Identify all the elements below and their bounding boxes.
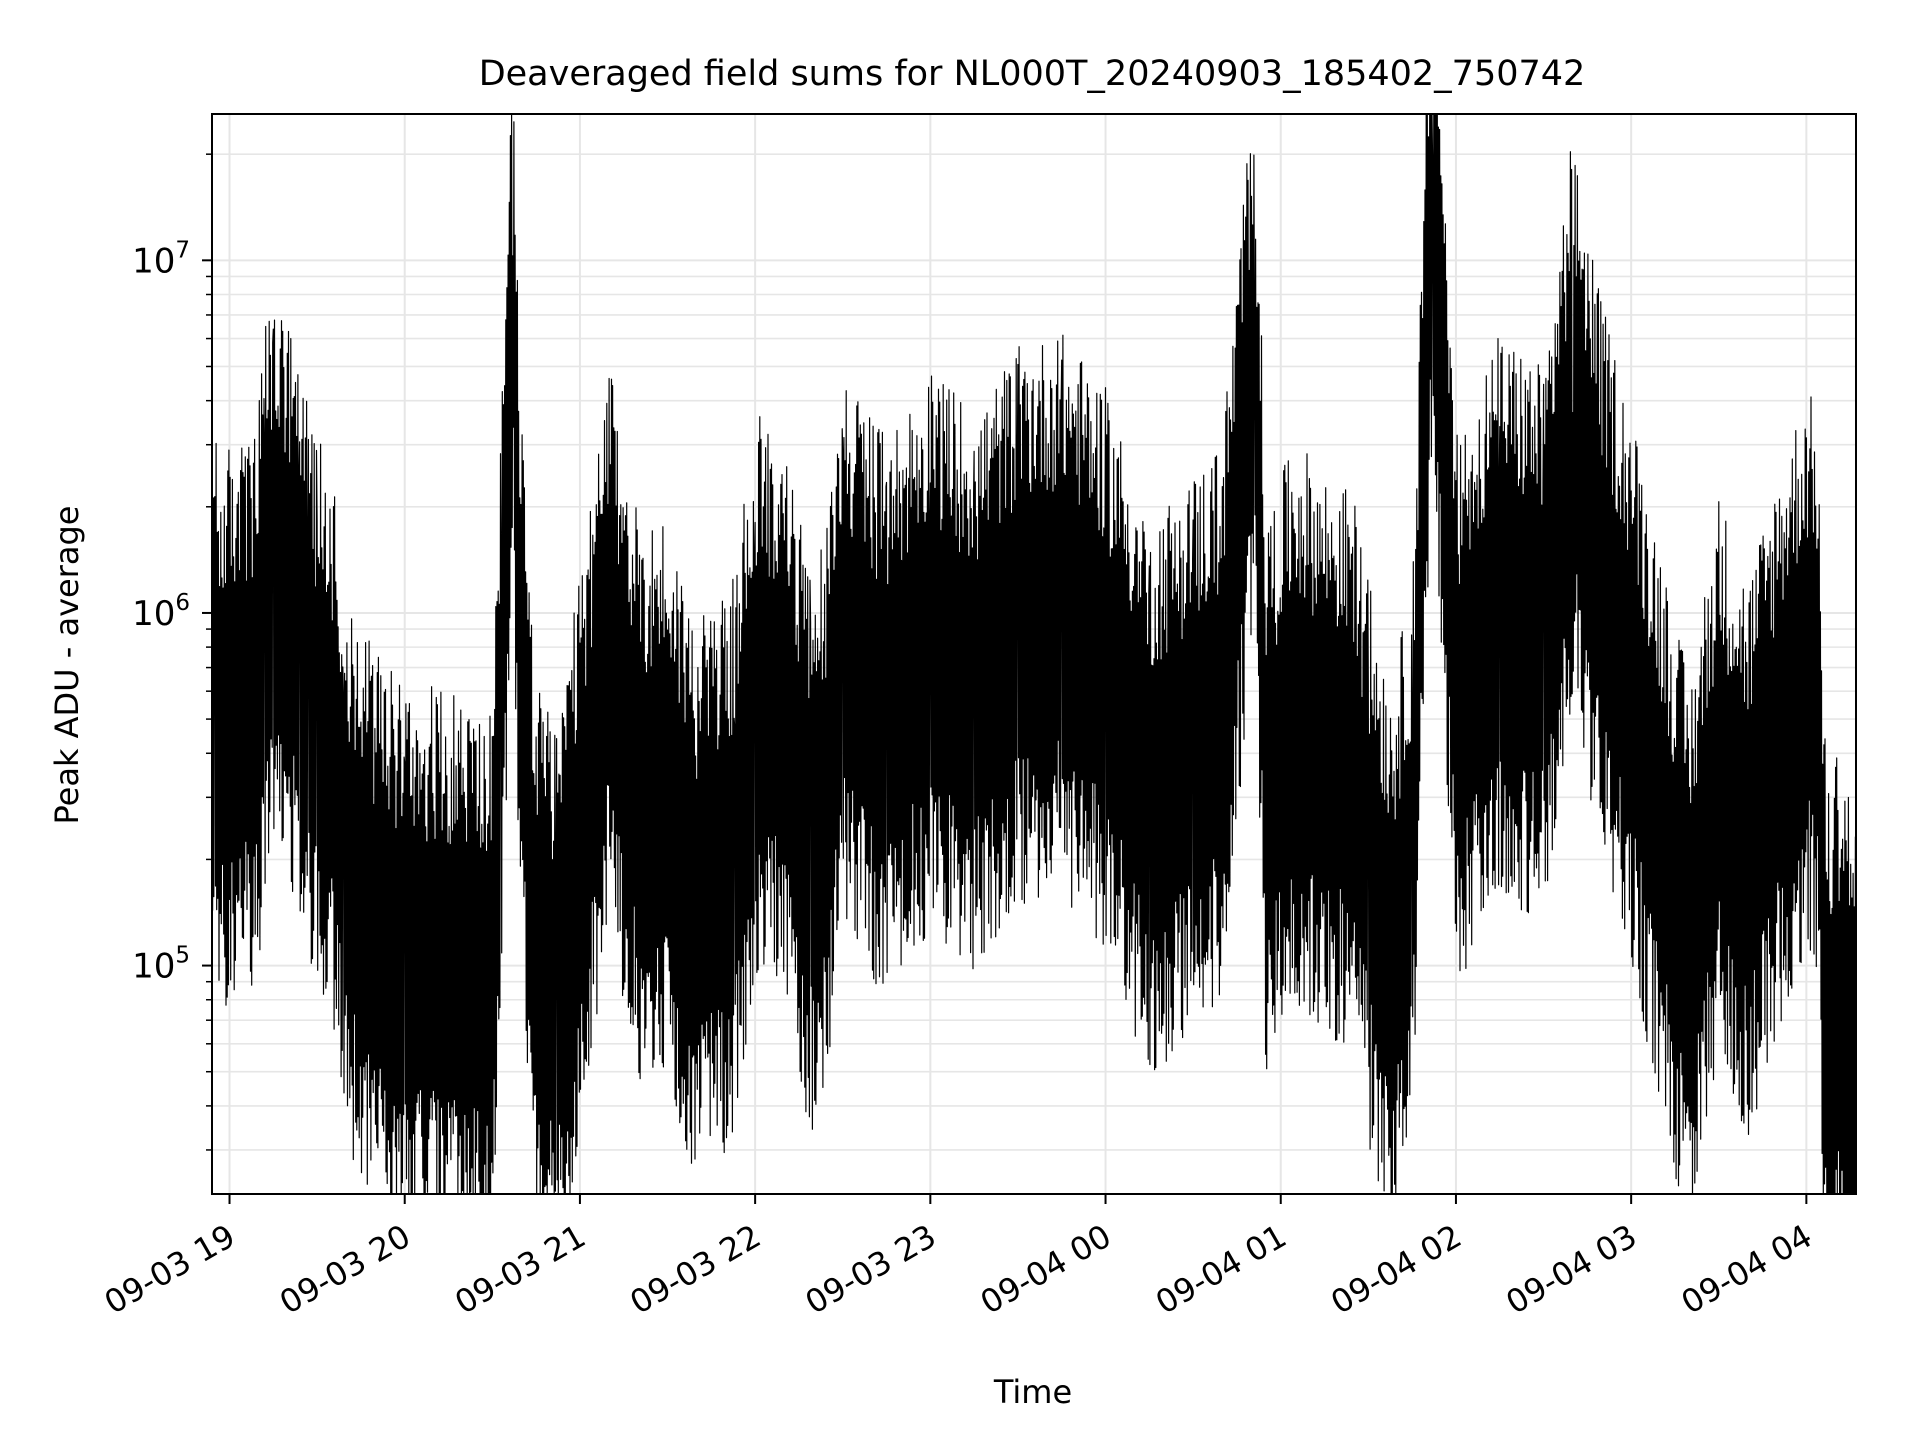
x-axis-label: Time	[993, 1373, 1072, 1411]
chart-title: Deaveraged field sums for NL000T_2024090…	[479, 54, 1586, 94]
y-tick-label: 107	[132, 237, 190, 281]
y-tick-label: 105	[132, 943, 190, 987]
x-tick-label: 09-04 04	[1675, 1217, 1819, 1322]
x-tick-label: 09-04 02	[1324, 1217, 1468, 1322]
x-tick-label: 09-03 20	[273, 1217, 417, 1322]
x-tick-label: 09-03 22	[624, 1217, 768, 1322]
series-layer	[211, 113, 1857, 1195]
x-tick-label: 09-03 19	[98, 1217, 242, 1322]
x-tick-label: 09-03 23	[799, 1217, 943, 1322]
x-tick-label: 09-03 21	[448, 1217, 592, 1322]
y-tick-label: 106	[132, 590, 190, 634]
x-tick-label: 09-04 03	[1500, 1217, 1644, 1322]
x-tick-label: 09-04 01	[1149, 1217, 1293, 1322]
y-axis: 105 106 107	[132, 153, 212, 1151]
x-axis: 09-03 19 09-03 20 09-03 21 09-03 22 09-03 23…	[98, 1194, 1818, 1322]
y-axis-label: Peak ADU - average	[48, 506, 86, 825]
plot-frame	[211, 113, 1857, 1195]
x-tick-label: 09-04 00	[974, 1217, 1118, 1322]
series-line	[211, 113, 1857, 1195]
